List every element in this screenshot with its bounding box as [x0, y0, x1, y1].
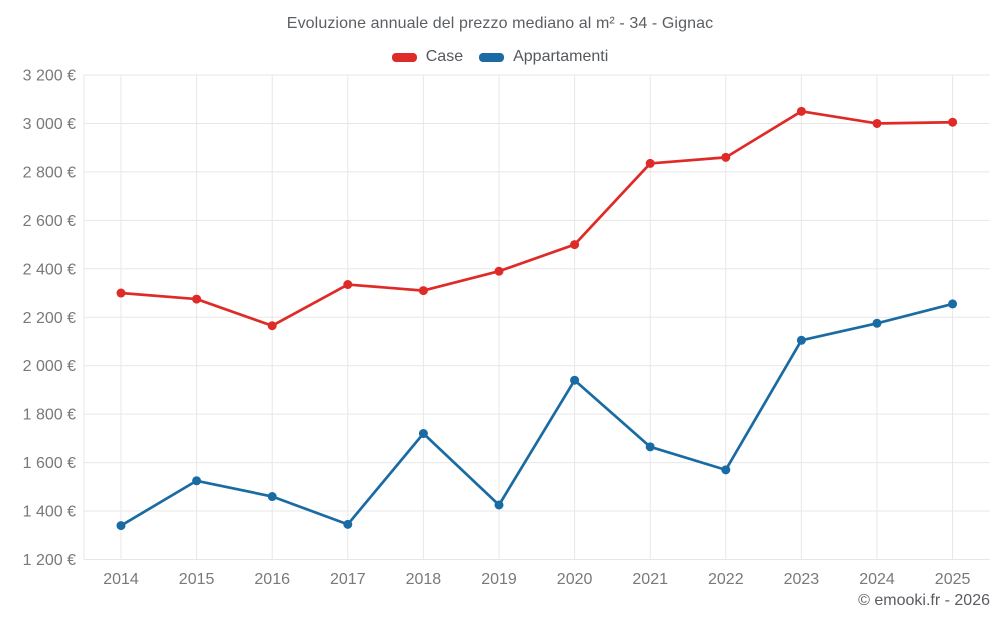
data-point-appartamenti-2023[interactable]: [796, 335, 806, 345]
data-point-appartamenti-2020[interactable]: [570, 375, 580, 385]
y-tick-label: 1 400 €: [23, 504, 76, 521]
legend-swatch-case-icon: [391, 52, 417, 62]
x-tick-label: 2020: [557, 571, 593, 588]
y-tick-label: 2 800 €: [23, 164, 76, 181]
x-tick-label: 2018: [406, 571, 442, 588]
data-point-appartamenti-2025[interactable]: [948, 299, 958, 309]
x-tick-label: 2022: [708, 571, 744, 588]
y-tick-label: 1 800 €: [23, 407, 76, 424]
x-tick-label: 2017: [330, 571, 366, 588]
data-point-appartamenti-2018[interactable]: [418, 429, 428, 439]
chart-legend: Case Appartamenti: [0, 46, 1000, 68]
x-tick-label: 2019: [481, 571, 517, 588]
legend-item-case[interactable]: Case: [391, 48, 464, 66]
y-tick-label: 2 400 €: [23, 261, 76, 278]
data-point-case-2020[interactable]: [570, 240, 580, 250]
x-tick-label: 2016: [254, 571, 290, 588]
data-point-appartamenti-2019[interactable]: [494, 500, 504, 510]
x-tick-label: 2024: [859, 571, 895, 588]
attribution-text: © emooki.fr - 2026: [858, 592, 990, 609]
x-tick-label: 2021: [632, 571, 668, 588]
data-point-appartamenti-2024[interactable]: [872, 318, 882, 328]
x-tick-label: 2025: [935, 571, 971, 588]
x-tick-label: 2015: [179, 571, 215, 588]
legend-item-appartamenti[interactable]: Appartamenti: [479, 48, 608, 66]
chart-title: Evoluzione annuale del prezzo mediano al…: [286, 15, 714, 32]
data-point-case-2017[interactable]: [343, 280, 353, 290]
data-point-case-2025[interactable]: [948, 117, 958, 127]
data-point-appartamenti-2017[interactable]: [343, 519, 353, 529]
y-tick-label: 1 600 €: [23, 455, 76, 472]
series-line-case: [119, 109, 954, 328]
y-tick-label: 2 000 €: [23, 358, 76, 375]
data-point-case-2014[interactable]: [116, 288, 126, 298]
legend-label-appartamenti: Appartamenti: [513, 48, 609, 65]
series-line-appartamenti: [119, 302, 954, 527]
y-tick-label: 2 200 €: [23, 310, 76, 327]
y-tick-label: 3 000 €: [23, 116, 76, 133]
y-tick-label: 1 200 €: [23, 552, 76, 569]
legend-label-case: Case: [425, 48, 464, 65]
data-point-case-2016[interactable]: [267, 321, 277, 331]
data-point-appartamenti-2015[interactable]: [192, 476, 202, 486]
data-point-appartamenti-2014[interactable]: [116, 521, 126, 531]
data-point-case-2015[interactable]: [192, 294, 202, 304]
y-tick-label: 2 600 €: [23, 213, 76, 230]
x-tick-label: 2014: [103, 571, 139, 588]
data-point-case-2018[interactable]: [418, 286, 428, 296]
data-point-case-2022[interactable]: [721, 152, 731, 162]
legend-swatch-appartamenti-icon: [479, 52, 505, 62]
data-point-appartamenti-2016[interactable]: [267, 492, 277, 502]
data-point-appartamenti-2021[interactable]: [645, 442, 655, 452]
data-point-case-2021[interactable]: [645, 158, 655, 168]
data-point-case-2023[interactable]: [796, 106, 806, 116]
x-tick-label: 2023: [784, 571, 820, 588]
y-tick-label: 3 200 €: [23, 68, 76, 85]
data-point-appartamenti-2022[interactable]: [721, 465, 731, 475]
data-point-case-2024[interactable]: [872, 118, 882, 128]
data-point-case-2019[interactable]: [494, 266, 504, 276]
